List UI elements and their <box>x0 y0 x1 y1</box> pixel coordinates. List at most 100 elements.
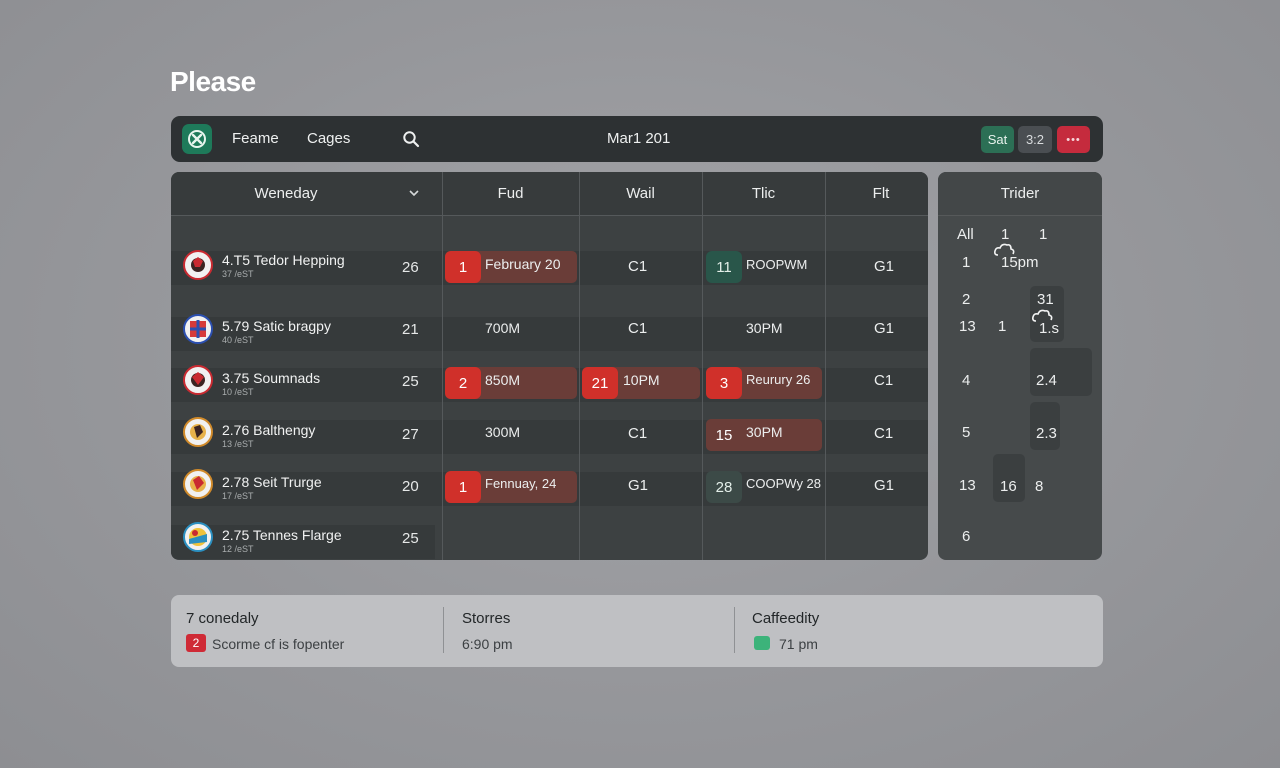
summary-bar: 7 conedaly 2 Scorme cf is fopenter Storr… <box>171 595 1103 667</box>
column-divider <box>579 172 580 560</box>
tlic-cell[interactable]: COOPWy 28 <box>746 476 822 491</box>
divider <box>443 607 444 653</box>
flt-cell[interactable]: C1 <box>874 372 894 389</box>
top-bar: Feame Cages Mar1 201 Sat 3:2 ••• <box>171 116 1103 162</box>
team-logo-icon <box>183 365 213 395</box>
trider-panel: Trider All 1 1 1 15pm 2 31 13 1 1.s 4 2.… <box>938 172 1102 560</box>
grid-value[interactable]: 1 <box>1001 226 1010 243</box>
cloud-icon <box>994 243 1015 256</box>
value-box <box>1030 348 1092 396</box>
tlic-cell[interactable]: Reurury 26 <box>746 372 811 387</box>
flt-cell[interactable]: G1 <box>874 320 895 337</box>
fud-cell[interactable]: February 20 <box>485 256 561 272</box>
app-logo-icon[interactable] <box>182 124 212 154</box>
column-header-fud[interactable]: Fud <box>497 185 524 202</box>
column-divider <box>825 172 826 560</box>
grid-value[interactable]: 31 <box>1037 291 1054 308</box>
fud-cell[interactable]: Fennuay, 24 <box>485 476 557 491</box>
grid-value[interactable]: 1.s <box>1039 320 1060 337</box>
game-badge[interactable]: 15 <box>706 419 742 451</box>
column-header-tlic[interactable]: Tlic <box>751 185 776 202</box>
grid-value[interactable]: 16 <box>1000 478 1017 495</box>
team-logo-icon <box>183 469 213 499</box>
grid-value[interactable]: 2 <box>962 291 971 308</box>
wail-cell[interactable]: C1 <box>628 425 648 442</box>
row-band <box>171 525 435 559</box>
grid-value[interactable]: 5 <box>962 424 971 441</box>
team-score: 21 <box>402 321 419 338</box>
wail-cell[interactable]: C1 <box>628 320 648 337</box>
fud-cell[interactable]: 700M <box>485 320 521 336</box>
column-header-flt[interactable]: Flt <box>872 185 890 202</box>
team-logo-icon <box>183 417 213 447</box>
schedule-table: Weneday Fud Wail Tlic Flt 4.T5 Tedor Hep… <box>171 172 928 560</box>
cloud-icon <box>1032 309 1053 322</box>
wail-cell[interactable]: C1 <box>628 258 648 275</box>
team-logo-icon <box>183 314 213 344</box>
team-score: 20 <box>402 478 419 495</box>
team-score: 25 <box>402 373 419 390</box>
tlic-cell[interactable]: ROOPWM <box>746 257 808 272</box>
summary-title: Storres <box>462 610 511 627</box>
nav-item-feame[interactable]: Feame <box>232 130 279 147</box>
flt-cell[interactable]: G1 <box>874 477 895 494</box>
grid-value[interactable]: 2.3 <box>1036 425 1057 442</box>
column-header-wail[interactable]: Wail <box>626 185 655 202</box>
trider-header: Trider <box>938 172 1102 216</box>
column-divider <box>442 172 443 560</box>
team-record: 37 /eST <box>222 269 254 279</box>
team-name: 4.T5 Tedor Hepping <box>222 252 345 268</box>
team-logo-icon <box>183 522 213 552</box>
sat-button[interactable]: Sat <box>981 126 1014 153</box>
game-badge[interactable]: 11 <box>706 251 742 283</box>
wail-cell[interactable]: 10PM <box>623 372 660 388</box>
page-title: Please <box>170 66 256 97</box>
grid-value[interactable]: 1 <box>1039 226 1048 243</box>
game-badge[interactable]: 28 <box>706 471 742 503</box>
grid-value[interactable]: 15pm <box>1001 254 1039 271</box>
game-badge[interactable]: 1 <box>445 471 481 503</box>
grid-value[interactable]: 8 <box>1035 478 1044 495</box>
count-badge: 2 <box>186 634 206 652</box>
team-record: 40 /eST <box>222 335 254 345</box>
grid-value[interactable]: 13 <box>959 318 976 335</box>
team-name: 2.75 Tennes Flarge <box>222 527 342 543</box>
grid-value[interactable]: 1 <box>998 318 1007 335</box>
grid-value[interactable]: All <box>957 226 974 243</box>
grid-value[interactable]: 1 <box>962 254 971 271</box>
time-button[interactable]: 3:2 <box>1018 126 1052 153</box>
summary-title: 7 conedaly <box>186 610 259 627</box>
flt-cell[interactable]: C1 <box>874 425 894 442</box>
flt-cell[interactable]: G1 <box>874 258 895 275</box>
team-logo-icon <box>183 250 213 280</box>
table-header: Weneday Fud Wail Tlic Flt <box>171 172 928 216</box>
fud-cell[interactable]: 850M <box>485 372 521 388</box>
divider <box>734 607 735 653</box>
grid-value[interactable]: 2.4 <box>1036 372 1057 389</box>
team-record: 17 /eST <box>222 491 254 501</box>
trider-title: Trider <box>1000 185 1040 202</box>
nav-item-cages[interactable]: Cages <box>307 130 351 147</box>
game-badge[interactable]: 2 <box>445 367 481 399</box>
team-score: 25 <box>402 530 419 547</box>
grid-value[interactable]: 6 <box>962 528 971 545</box>
grid-value[interactable]: 13 <box>959 477 976 494</box>
more-button[interactable]: ••• <box>1057 126 1090 153</box>
team-name: 5.79 Satic bragpy <box>222 318 331 334</box>
grid-value[interactable]: 4 <box>962 372 971 389</box>
fud-cell[interactable]: 300M <box>485 424 521 440</box>
tlic-cell[interactable]: 30PM <box>746 424 783 440</box>
game-badge[interactable]: 3 <box>706 367 742 399</box>
wail-cell[interactable]: G1 <box>628 477 649 494</box>
team-score: 27 <box>402 426 419 443</box>
team-name: 2.76 Balthengy <box>222 422 316 438</box>
row-band <box>171 317 928 351</box>
summary-time: 6:90 pm <box>462 636 513 652</box>
chevron-down-icon[interactable] <box>408 187 420 199</box>
summary-time: 71 pm <box>779 636 818 652</box>
game-badge[interactable]: 1 <box>445 251 481 283</box>
column-header-weneday[interactable]: Weneday <box>254 185 318 202</box>
tlic-cell[interactable]: 30PM <box>746 320 783 336</box>
game-badge[interactable]: 21 <box>582 367 618 399</box>
search-icon[interactable] <box>402 130 420 148</box>
